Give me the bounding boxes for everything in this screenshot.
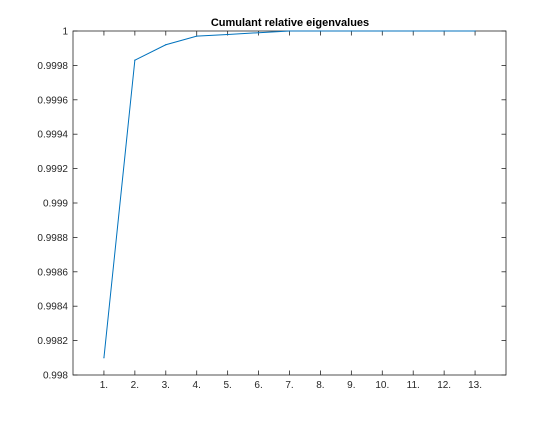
data-point xyxy=(381,30,383,32)
x-tick-label: 6. xyxy=(254,380,262,391)
data-point xyxy=(257,32,260,34)
tick-labels: 0.998 0.9982 0.9984 0.9986 0.9988 0.999 0.9992… xyxy=(37,27,482,392)
x-tick-label: 2. xyxy=(131,380,139,391)
data-point xyxy=(103,357,105,359)
data-point xyxy=(443,30,445,32)
x-tick-label: 10. xyxy=(375,380,389,391)
data-point xyxy=(288,30,291,32)
x-tick-label: 12. xyxy=(437,380,451,391)
y-tick-label: 0.9994 xyxy=(37,130,68,141)
y-tick-label: 1 xyxy=(62,27,68,38)
chart-title: Cumulant relative eigenvalues xyxy=(211,17,369,29)
data-point xyxy=(350,30,352,32)
data-point xyxy=(474,30,476,32)
axis-ticks xyxy=(73,30,506,376)
y-tick-label: 0.998 xyxy=(43,371,68,382)
y-tick-label: 0.9982 xyxy=(37,336,68,347)
data-point xyxy=(134,59,136,61)
data-point xyxy=(165,44,167,46)
x-tick-label: 1. xyxy=(100,380,108,391)
x-tick-label: 5. xyxy=(223,380,231,391)
data-point xyxy=(196,35,198,37)
data-point xyxy=(319,30,322,32)
data-point xyxy=(227,33,229,36)
data-point xyxy=(412,30,414,32)
data-points xyxy=(103,30,476,359)
y-tick-label: 0.9986 xyxy=(37,267,68,278)
x-tick-label: 13. xyxy=(468,380,482,391)
x-tick-label: 11. xyxy=(407,380,420,391)
y-tick-label: 0.9998 xyxy=(37,61,68,72)
y-tick-label: 0.9988 xyxy=(37,233,68,244)
y-tick-label: 0.9996 xyxy=(37,95,68,106)
y-tick-label: 0.9984 xyxy=(37,302,68,313)
y-tick-label: 0.9992 xyxy=(37,164,68,175)
x-tick-label: 4. xyxy=(193,380,201,391)
x-tick-label: 9. xyxy=(347,380,355,391)
x-tick-label: 3. xyxy=(162,380,170,391)
x-tick-label: 8. xyxy=(316,380,324,391)
y-tick-label: 0.999 xyxy=(43,199,68,210)
x-tick-label: 7. xyxy=(285,380,293,391)
plot-area-frame xyxy=(72,30,507,376)
